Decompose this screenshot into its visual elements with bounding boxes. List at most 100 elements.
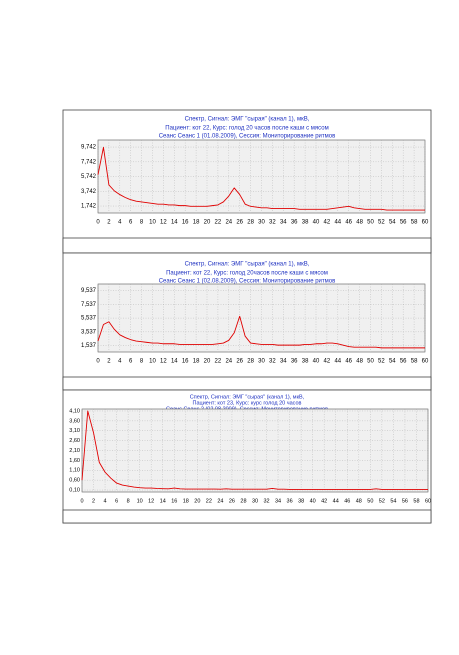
x-tick-label: 42	[324, 220, 331, 226]
x-tick-label: 10	[149, 220, 156, 226]
x-tick-label: 58	[411, 359, 418, 365]
x-tick-label: 54	[389, 220, 396, 226]
chart-title-line: Пациент: кот 22, Курс: голод 20часов пос…	[166, 271, 328, 277]
x-tick-label: 8	[140, 220, 144, 226]
x-tick-label: 36	[287, 498, 293, 504]
x-tick-label: 26	[236, 220, 243, 226]
x-tick-label: 22	[215, 220, 222, 226]
x-tick-label: 12	[160, 359, 167, 365]
x-tick-label: 52	[378, 359, 385, 365]
x-tick-label: 40	[310, 498, 316, 504]
x-tick-label: 28	[247, 220, 254, 226]
x-tick-label: 8	[140, 359, 144, 365]
y-tick-label: 2,10	[69, 448, 80, 454]
y-tick-label: 1,742	[81, 204, 97, 210]
x-tick-label: 26	[229, 498, 235, 504]
x-tick-label: 44	[334, 359, 341, 365]
status-strip	[62, 237, 432, 254]
x-tick-label: 4	[104, 498, 107, 504]
x-tick-label: 16	[171, 498, 177, 504]
x-tick-label: 8	[127, 498, 130, 504]
spectrum-line	[97, 146, 425, 211]
y-tick-label: 2,60	[69, 438, 80, 444]
x-tick-label: 10	[149, 359, 156, 365]
x-tick-label: 56	[402, 498, 408, 504]
x-tick-label: 28	[247, 359, 254, 365]
x-tick-label: 0	[80, 498, 83, 504]
y-tick-label: 5,742	[81, 174, 97, 180]
x-tick-label: 2	[107, 220, 111, 226]
chart-title-line: Пациент: кот 23, Курс: курс голод 20 час…	[193, 400, 302, 406]
x-tick-label: 60	[425, 498, 431, 504]
x-tick-label: 42	[324, 359, 331, 365]
x-tick-label: 14	[171, 359, 178, 365]
x-tick-label: 46	[344, 498, 350, 504]
x-tick-label: 14	[171, 220, 178, 226]
x-tick-label: 28	[240, 498, 246, 504]
y-tick-label: 1,60	[69, 458, 80, 464]
chart-title-line: Сеанс Сеанс 1 (02.08.2009), Сессия: Мони…	[159, 279, 336, 285]
x-tick-label: 58	[413, 498, 419, 504]
x-tick-label: 60	[422, 359, 429, 365]
x-tick-label: 24	[225, 359, 232, 365]
x-tick-label: 54	[390, 498, 396, 504]
y-tick-label: 7,742	[81, 159, 97, 165]
y-tick-label: 3,742	[81, 189, 97, 195]
x-tick-label: 54	[389, 359, 396, 365]
x-tick-label: 46	[345, 220, 352, 226]
x-tick-label: 20	[204, 359, 211, 365]
x-tick-label: 32	[263, 498, 269, 504]
x-tick-label: 18	[193, 220, 200, 226]
chart-title-line: Сеанс Сеанс 1 (01.08.2009), Сессия: Мони…	[159, 134, 336, 140]
x-tick-label: 16	[182, 220, 189, 226]
x-tick-label: 36	[291, 220, 298, 226]
x-tick-label: 12	[148, 498, 154, 504]
y-tick-label: 4,10	[69, 408, 80, 414]
x-tick-label: 38	[298, 498, 304, 504]
y-tick-label: 9,537	[81, 288, 97, 294]
x-tick-label: 6	[129, 359, 133, 365]
y-tick-label: 3,537	[81, 329, 97, 335]
x-tick-label: 50	[367, 498, 373, 504]
x-tick-label: 30	[252, 498, 258, 504]
x-tick-label: 38	[302, 220, 309, 226]
x-tick-label: 4	[118, 220, 122, 226]
x-tick-label: 40	[313, 359, 320, 365]
chart-title-line: Спектр, Сигнал: ЭМГ "сырая" (канал 1), м…	[185, 117, 310, 123]
y-tick-label: 3,60	[69, 418, 80, 424]
x-tick-label: 4	[118, 359, 122, 365]
chart-title-line: Пациент: кот 22, Курс: голод 20 часов по…	[165, 126, 328, 132]
x-tick-label: 6	[115, 498, 118, 504]
x-tick-label: 34	[280, 220, 287, 226]
y-tick-label: 5,537	[81, 316, 97, 322]
y-tick-label: 0,10	[69, 487, 80, 493]
x-tick-label: 52	[378, 220, 385, 226]
x-tick-label: 20	[194, 498, 200, 504]
x-tick-label: 44	[333, 498, 339, 504]
x-tick-label: 36	[291, 359, 298, 365]
x-tick-label: 12	[160, 220, 167, 226]
x-tick-label: 0	[96, 359, 100, 365]
x-tick-label: 38	[302, 359, 309, 365]
x-tick-label: 58	[411, 220, 418, 226]
x-tick-label: 22	[215, 359, 222, 365]
x-tick-label: 48	[356, 359, 363, 365]
x-tick-label: 60	[422, 220, 429, 226]
x-tick-label: 56	[400, 359, 407, 365]
x-tick-label: 48	[356, 220, 363, 226]
x-tick-label: 50	[367, 220, 374, 226]
spectrum-line	[81, 410, 428, 490]
x-tick-label: 32	[269, 359, 276, 365]
x-tick-label: 24	[217, 498, 223, 504]
x-tick-label: 56	[400, 220, 407, 226]
x-tick-label: 30	[258, 359, 265, 365]
x-tick-label: 26	[236, 359, 243, 365]
x-tick-label: 34	[280, 359, 287, 365]
x-tick-label: 14	[160, 498, 166, 504]
x-tick-label: 40	[313, 220, 320, 226]
chart-title-line: Спектр, Сигнал: ЭМГ "сырая" (канал 1), м…	[185, 262, 310, 268]
x-tick-label: 6	[129, 220, 133, 226]
chart-title-line: Спектр, Сигнал: ЭМГ "сырая" (канал 1), м…	[190, 394, 305, 400]
x-tick-label: 32	[269, 220, 276, 226]
x-tick-label: 20	[204, 220, 211, 226]
